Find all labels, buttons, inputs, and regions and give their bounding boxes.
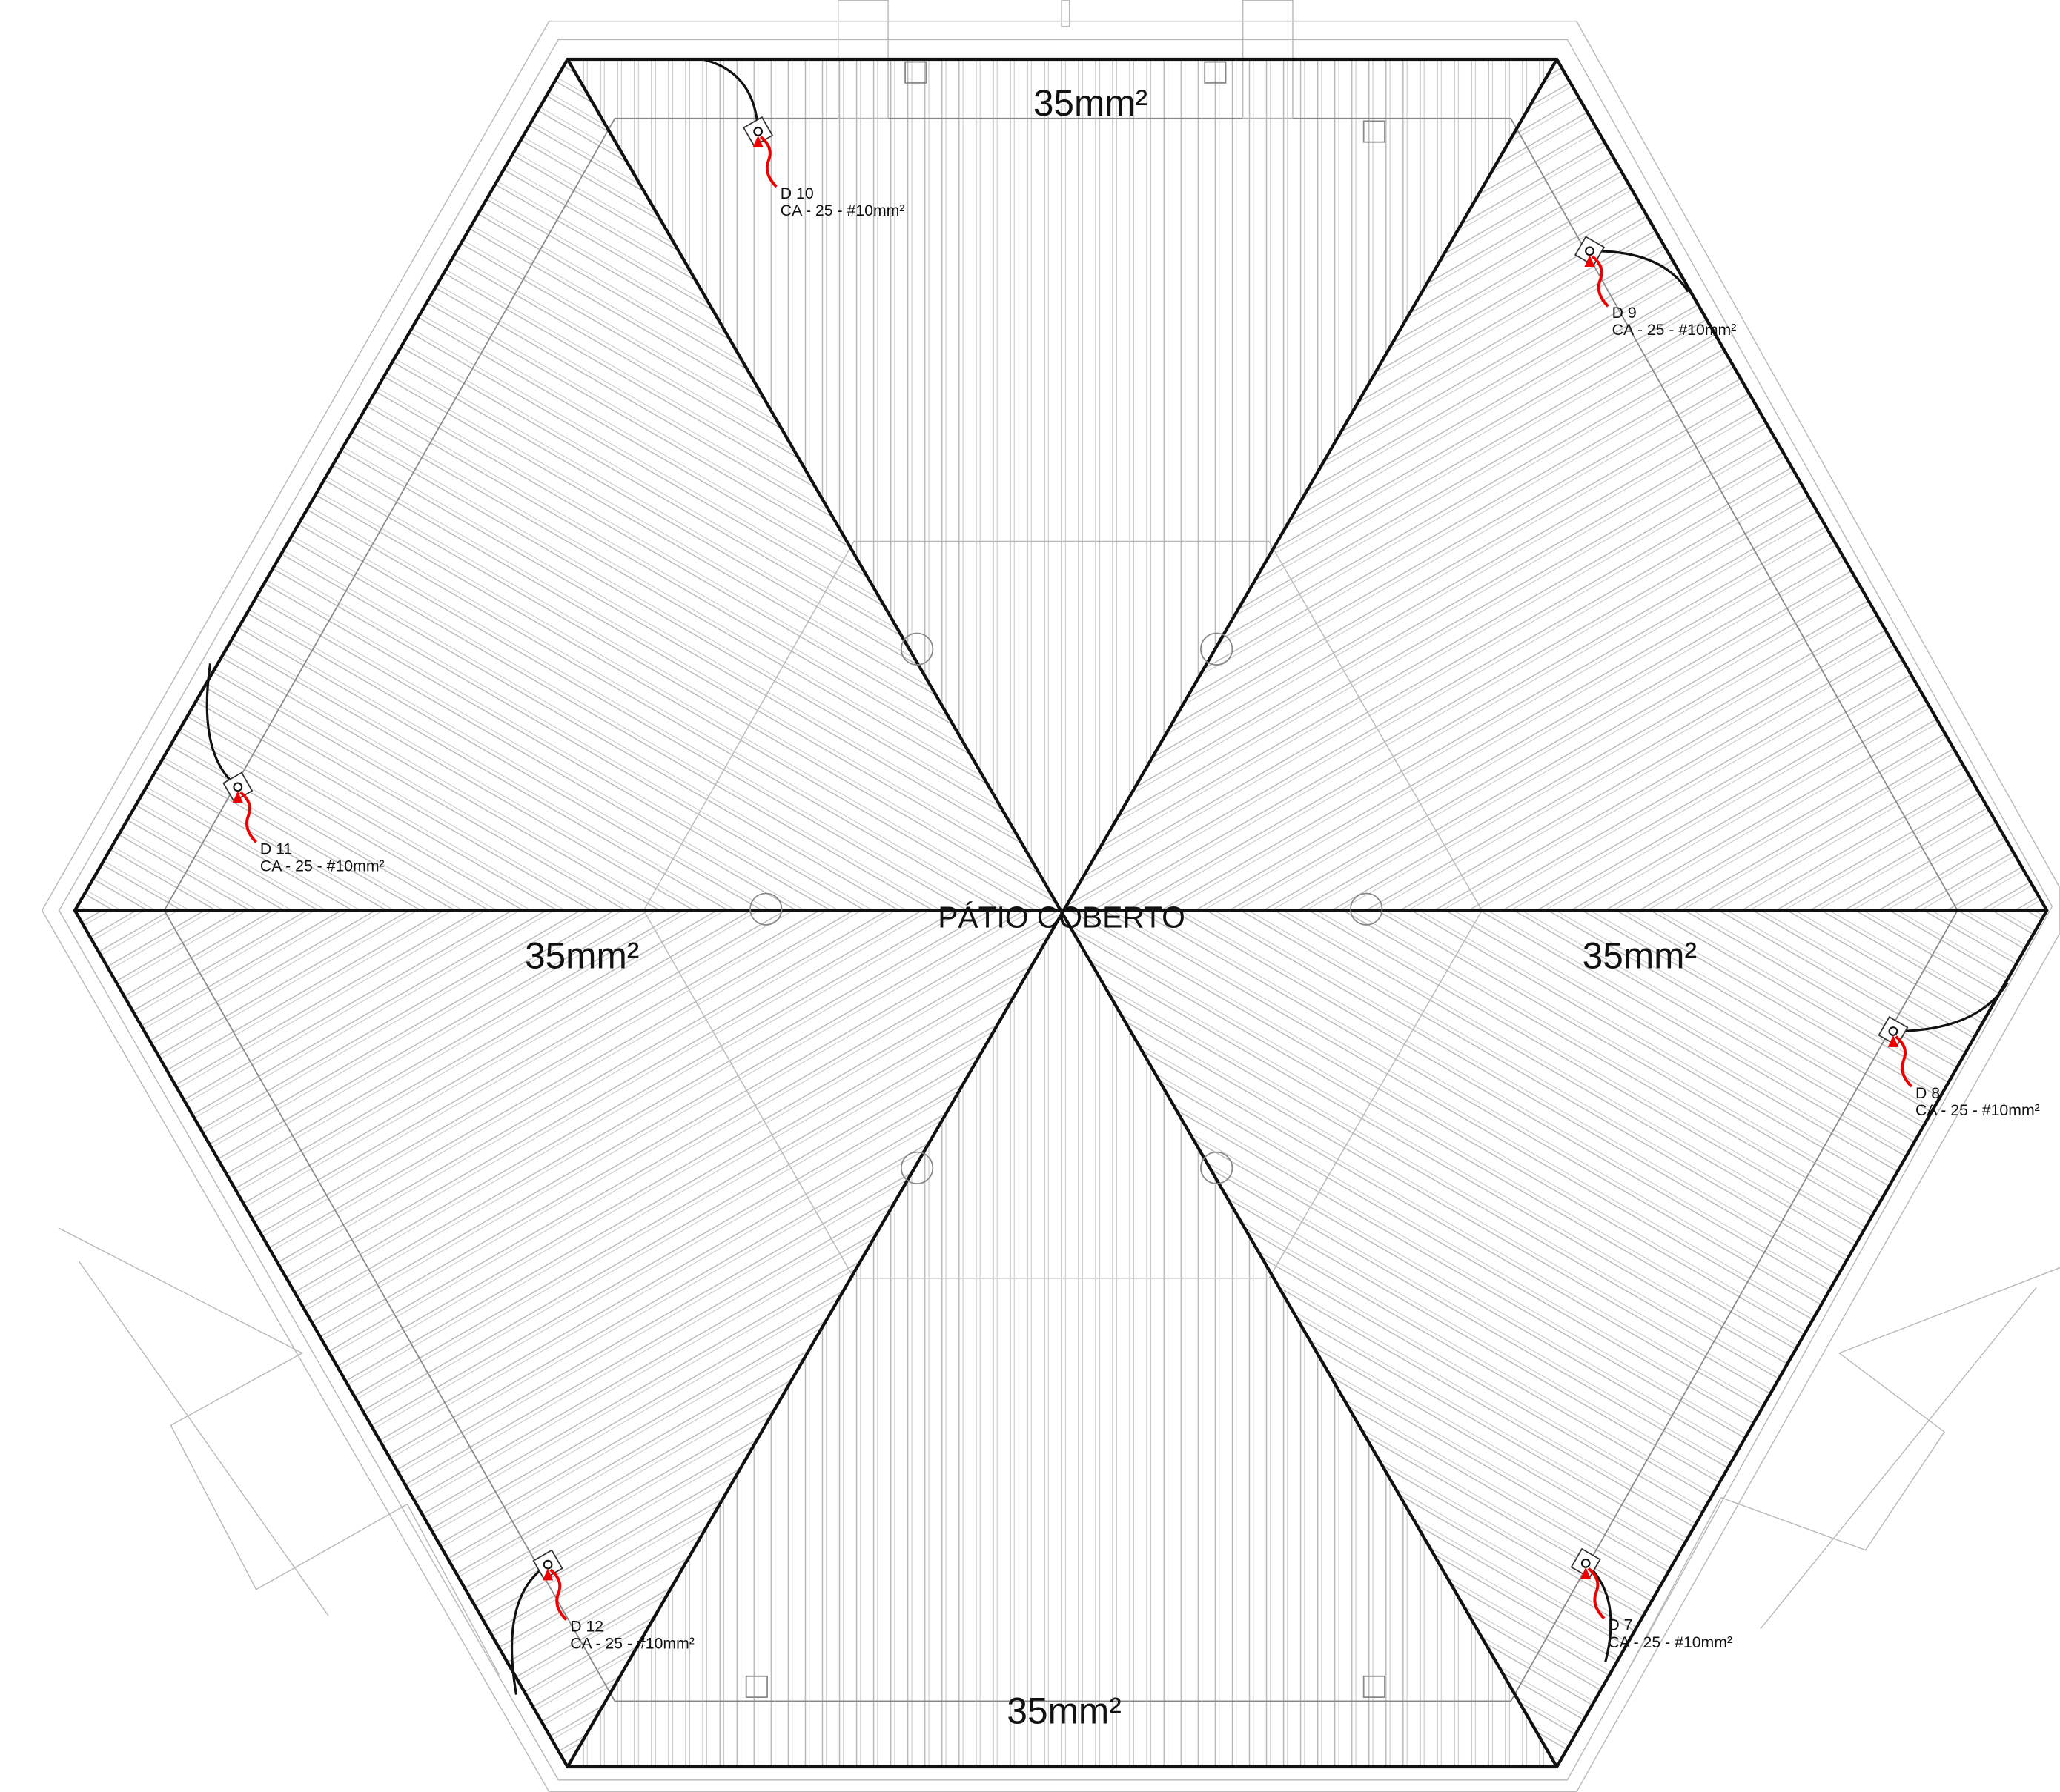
device-id: D 10 bbox=[781, 185, 814, 202]
device-cable: CA - 25 - #10mm² bbox=[1915, 1101, 2040, 1119]
device-cable: CA - 25 - #10mm² bbox=[570, 1635, 695, 1653]
area-title: PÁTIO COBERTO bbox=[938, 900, 1185, 935]
area-label: 35mm² bbox=[1007, 1690, 1121, 1732]
device-cable: CA - 25 - #10mm² bbox=[1612, 321, 1737, 339]
area-label: 35mm² bbox=[1583, 935, 1697, 976]
device-cable: CA - 25 - #10mm² bbox=[781, 202, 905, 219]
area-label: 35mm² bbox=[1033, 82, 1147, 124]
device-id: D 8 bbox=[1915, 1084, 1940, 1102]
roof-plan: PÁTIO COBERTO35mm²35mm²35mm²35mm²D 10CA … bbox=[0, 0, 2060, 1792]
device-cable: CA - 25 - #10mm² bbox=[1608, 1633, 1732, 1651]
device-id: D 9 bbox=[1612, 304, 1637, 322]
device-id: D 7 bbox=[1608, 1616, 1632, 1634]
device-id: D 11 bbox=[260, 840, 292, 857]
page: PÁTIO COBERTO35mm²35mm²35mm²35mm²D 10CA … bbox=[0, 0, 2060, 1792]
area-label: 35mm² bbox=[525, 935, 639, 976]
device-id: D 12 bbox=[570, 1618, 603, 1636]
device-cable: CA - 25 - #10mm² bbox=[260, 857, 385, 875]
